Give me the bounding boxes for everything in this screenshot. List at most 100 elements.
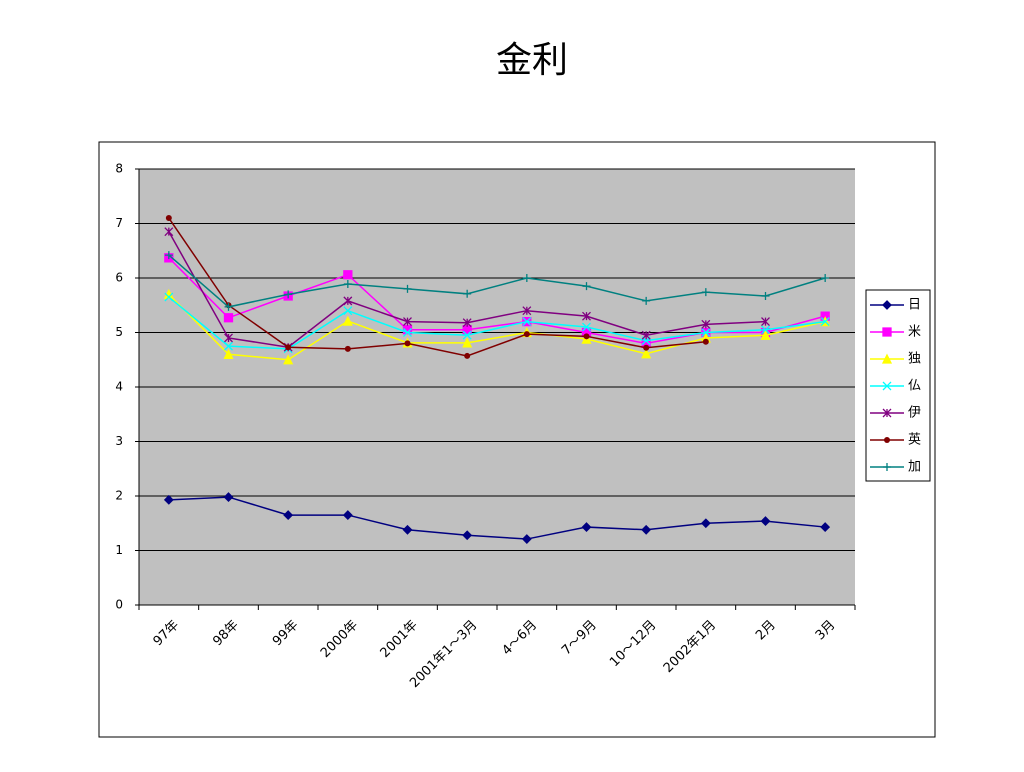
marker-shape xyxy=(581,522,592,532)
marker-shape xyxy=(821,274,830,282)
marker xyxy=(403,284,412,293)
marker-shape xyxy=(164,292,174,302)
marker-shape xyxy=(402,524,413,535)
marker xyxy=(164,292,174,302)
marker xyxy=(224,333,233,343)
marker-shape xyxy=(165,215,172,222)
marker xyxy=(343,270,353,280)
marker-shape xyxy=(163,494,174,505)
marker-shape xyxy=(761,325,770,335)
marker-shape xyxy=(462,330,472,340)
marker xyxy=(283,354,294,365)
marker-shape xyxy=(224,341,233,351)
marker-shape xyxy=(223,348,234,359)
marker-shape xyxy=(403,317,412,327)
y-tick-label: 4 xyxy=(115,380,123,394)
marker-shape xyxy=(223,492,234,503)
marker xyxy=(582,282,591,291)
marker xyxy=(760,329,771,340)
marker-shape xyxy=(761,291,770,300)
marker-shape xyxy=(761,317,770,327)
marker xyxy=(463,289,472,298)
marker xyxy=(462,318,472,328)
marker xyxy=(882,381,892,391)
y-tick-label: 2 xyxy=(115,489,123,503)
legend-label: 英 xyxy=(908,433,921,448)
legend-label: 伊 xyxy=(908,406,921,421)
marker-shape xyxy=(643,344,650,351)
marker-shape xyxy=(522,274,531,282)
marker xyxy=(342,315,353,326)
marker xyxy=(523,331,530,338)
marker-shape xyxy=(403,284,412,293)
marker xyxy=(641,524,652,535)
marker xyxy=(522,306,532,316)
marker xyxy=(223,492,234,503)
marker xyxy=(283,510,294,520)
marker-shape xyxy=(701,288,710,297)
marker xyxy=(760,516,771,526)
series-line xyxy=(168,496,826,540)
series-line xyxy=(168,254,826,308)
marker xyxy=(223,348,234,359)
marker-shape xyxy=(403,328,412,337)
marker-shape xyxy=(224,302,233,311)
marker-shape xyxy=(404,340,411,347)
y-tick-label: 8 xyxy=(115,162,123,176)
marker xyxy=(343,296,353,306)
marker-shape xyxy=(642,296,651,305)
legend-label: 米 xyxy=(908,325,921,340)
marker-shape xyxy=(164,251,173,260)
marker xyxy=(343,306,353,316)
marker-shape xyxy=(884,437,890,443)
marker xyxy=(883,463,891,471)
marker-shape xyxy=(881,353,893,364)
marker-shape xyxy=(582,282,591,291)
y-tick-label: 6 xyxy=(115,271,123,285)
marker xyxy=(700,518,711,529)
marker-shape xyxy=(343,306,353,316)
marker xyxy=(285,344,292,351)
marker-shape xyxy=(343,296,353,306)
marker-shape xyxy=(284,290,293,299)
marker xyxy=(462,530,473,541)
legend-label: 仏 xyxy=(908,379,921,394)
marker-shape xyxy=(223,313,234,323)
legend-label: 日 xyxy=(908,298,921,313)
marker xyxy=(702,338,709,345)
marker-shape xyxy=(342,315,353,326)
marker xyxy=(464,352,471,359)
marker-shape xyxy=(701,328,711,337)
marker-shape xyxy=(820,317,830,327)
marker xyxy=(641,330,651,340)
marker-shape xyxy=(164,227,174,237)
marker-shape xyxy=(462,337,473,348)
marker-shape xyxy=(882,300,892,310)
marker-shape xyxy=(462,318,472,328)
marker-shape xyxy=(882,327,892,337)
chart-title: 金利 xyxy=(496,40,568,81)
marker-shape xyxy=(583,333,590,340)
marker xyxy=(402,524,413,535)
marker xyxy=(582,311,591,321)
marker xyxy=(820,522,831,532)
marker-shape xyxy=(463,289,472,298)
marker xyxy=(342,510,353,520)
marker xyxy=(821,274,830,282)
series-line xyxy=(168,296,826,350)
marker-shape xyxy=(820,522,831,532)
marker-shape xyxy=(344,345,351,352)
marker-shape xyxy=(702,338,709,345)
marker-shape xyxy=(521,534,532,544)
marker xyxy=(882,300,892,310)
marker xyxy=(522,317,532,327)
marker-shape xyxy=(343,270,353,280)
y-tick-label: 3 xyxy=(115,434,123,448)
marker xyxy=(582,322,591,332)
marker-shape xyxy=(283,354,294,365)
marker xyxy=(404,340,411,347)
marker xyxy=(820,317,830,327)
marker xyxy=(165,215,172,222)
marker xyxy=(642,296,651,305)
marker xyxy=(462,330,472,340)
